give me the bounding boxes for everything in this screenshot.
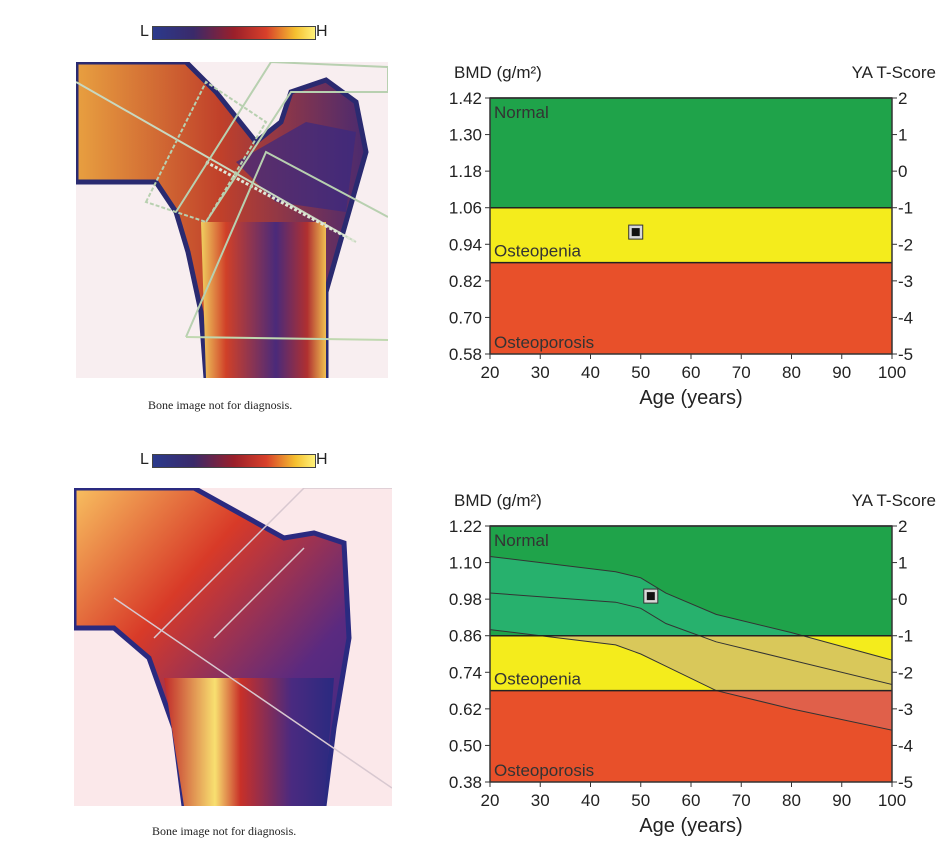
t-score-tick-label: -2: [898, 663, 913, 682]
x-tick-label: 80: [782, 363, 801, 382]
y-tick-label: 1.22: [449, 517, 482, 536]
y-tick-label: 0.38: [449, 773, 482, 792]
t-score-tick-label: -5: [898, 773, 913, 792]
y2-axis-label: YA T-Score: [852, 491, 936, 510]
colorbar-top: L H: [140, 23, 330, 40]
top-panel: L H: [0, 0, 940, 428]
zone-osteoporosis: [490, 262, 892, 354]
t-score-tick-label: 2: [898, 517, 907, 536]
y-tick-label: 1.30: [449, 126, 482, 145]
y-tick-label: 0.50: [449, 736, 482, 755]
y-tick-label: 0.62: [449, 700, 482, 719]
x-tick-label: 50: [631, 791, 650, 810]
zone-label: Osteoporosis: [494, 761, 594, 780]
zone-label: Osteopenia: [494, 670, 581, 689]
zone-label: Osteoporosis: [494, 333, 594, 352]
y-tick-label: 0.70: [449, 308, 482, 327]
y-tick-label: 1.42: [449, 89, 482, 108]
zone-label: Normal: [494, 103, 549, 122]
y-axis-label: BMD (g/m²): [454, 491, 542, 510]
colorbar-low-label: L: [140, 451, 149, 468]
bmd-chart-bottom-svg: Normal Osteopenia Osteoporosis 1.22 1.10 0.98…: [449, 491, 936, 837]
x-tick-label: 90: [832, 791, 851, 810]
y-axis-label: BMD (g/m²): [454, 63, 542, 82]
colorbar-bottom: L H: [140, 451, 330, 468]
y-tick-label: 0.82: [449, 272, 482, 291]
colorbar-high-label: H: [316, 451, 328, 468]
x-tick-label: 20: [481, 363, 500, 382]
x-tick-label: 70: [732, 363, 751, 382]
femur-bone-image: [76, 62, 388, 378]
t-score-tick-label: -3: [898, 700, 913, 719]
t-score-tick-label: -3: [898, 272, 913, 291]
x-tick-label: 40: [581, 791, 600, 810]
bone-image-caption: Bone image not for diagnosis.: [152, 824, 297, 838]
y-tick-label: 0.74: [449, 663, 482, 682]
t-score-tick-label: -1: [898, 627, 913, 646]
zone-osteopenia: [490, 207, 892, 263]
x-axis-label: Age (years): [639, 387, 742, 409]
y-tick-label: 0.86: [449, 627, 482, 646]
x-tick-label: 60: [682, 363, 701, 382]
y-tick-label: 0.58: [449, 345, 482, 364]
colorbar-gradient: [152, 454, 316, 468]
zone-normal: [490, 98, 892, 208]
t-score-tick-label: -4: [898, 308, 913, 327]
y-tick-label: 1.10: [449, 554, 482, 573]
zone-label: Normal: [494, 531, 549, 550]
x-tick-label: 30: [531, 791, 550, 810]
reference-line-lower: [489, 629, 893, 731]
x-tick-label: 50: [631, 363, 650, 382]
zone-label: Osteopenia: [494, 242, 581, 261]
patient-marker-core: [631, 228, 640, 237]
femur-scan-graphic: [74, 488, 392, 806]
bmd-chart-bottom: Normal Osteopenia Osteoporosis 1.22 1.10 0.98…: [430, 480, 940, 852]
colorbar-high-label: H: [316, 23, 328, 40]
x-axis-label: Age (years): [639, 815, 742, 837]
t-score-tick-label: 1: [898, 126, 907, 145]
x-tick-label: 100: [878, 791, 906, 810]
y-tick-label: 1.18: [449, 162, 482, 181]
t-score-tick-label: -2: [898, 235, 913, 254]
bmd-chart-top-svg: Normal Osteopenia Osteoporosis 1.42 1.30 1.18…: [449, 63, 936, 409]
y2-axis-label: YA T-Score: [852, 63, 936, 82]
y-tick-label: 0.94: [449, 235, 482, 254]
x-tick-label: 90: [832, 363, 851, 382]
t-score-tick-label: -1: [898, 199, 913, 218]
reference-line-upper: [489, 555, 893, 661]
t-score-tick-label: 2: [898, 89, 907, 108]
y-tick-label: 1.06: [449, 199, 482, 218]
bone-image-caption: Bone image not for diagnosis.: [148, 398, 293, 412]
y-tick-label: 0.98: [449, 590, 482, 609]
t-score-tick-label: 0: [898, 162, 907, 181]
colorbar-gradient: [152, 26, 316, 40]
femur-scan-graphic: [76, 62, 388, 378]
femur-bone-image: [74, 488, 392, 806]
x-tick-label: 80: [782, 791, 801, 810]
x-tick-label: 20: [481, 791, 500, 810]
x-tick-label: 30: [531, 363, 550, 382]
bottom-panel: L H: [0, 428, 940, 856]
colorbar-low-label: L: [140, 23, 149, 40]
t-score-tick-label: -5: [898, 345, 913, 364]
t-score-tick-label: 0: [898, 590, 907, 609]
x-tick-label: 100: [878, 363, 906, 382]
reference-line-mid: [489, 592, 893, 685]
x-tick-label: 60: [682, 791, 701, 810]
patient-marker-core: [646, 592, 655, 601]
x-tick-label: 40: [581, 363, 600, 382]
t-score-tick-label: -4: [898, 736, 913, 755]
x-tick-label: 70: [732, 791, 751, 810]
t-score-tick-label: 1: [898, 554, 907, 573]
bmd-chart-top: Normal Osteopenia Osteoporosis 1.42 1.30 1.18…: [430, 52, 940, 424]
